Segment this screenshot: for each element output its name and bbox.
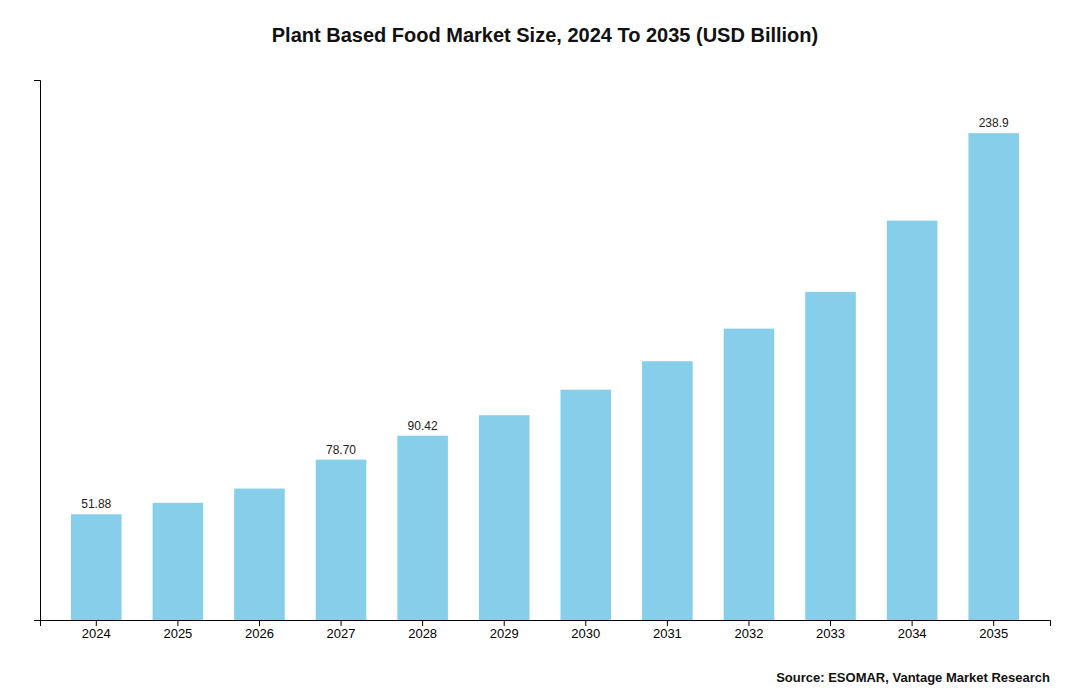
- data-labels: 51.88 78.70 90.42 238.9: [81, 116, 1009, 511]
- x-tick: 2028: [408, 620, 437, 641]
- x-tick-mark: [259, 620, 260, 626]
- x-tick-label: 2025: [163, 626, 192, 641]
- bars: [71, 133, 1019, 620]
- x-tick: 2034: [898, 620, 927, 641]
- bar: [153, 503, 204, 620]
- x-tick-mark: [177, 620, 178, 626]
- x-tick-label: 2029: [490, 626, 519, 641]
- bar: [642, 361, 693, 620]
- x-axis: 2024 2025 2026 2027 2028 2029 2030 2031 2032 2033…: [41, 620, 1051, 641]
- bar: [71, 514, 122, 620]
- x-tick-label: 2030: [571, 626, 600, 641]
- bar: [724, 329, 775, 620]
- x-tick-mark: [96, 620, 97, 626]
- bar: [561, 390, 612, 620]
- x-tick: 2026: [245, 620, 274, 641]
- chart-svg: 51.88 78.70 90.42 238.9 2024 2025 2026 2027 2028…: [0, 0, 1080, 700]
- plot-area: 51.88 78.70 90.42 238.9 2024 2025 2026 2027 2028…: [34, 81, 1051, 642]
- x-tick: 2027: [327, 620, 356, 641]
- x-tick-mark: [422, 620, 423, 626]
- x-tick-mark: [585, 620, 586, 626]
- chart-title: Plant Based Food Market Size, 2024 To 20…: [272, 24, 818, 46]
- bar: [316, 460, 367, 620]
- bar: [479, 415, 530, 620]
- x-axis-line: [41, 621, 1051, 627]
- x-tick-mark: [993, 620, 994, 626]
- x-tick-mark: [504, 620, 505, 626]
- x-tick-mark: [748, 620, 749, 626]
- bar: [968, 133, 1019, 620]
- x-tick: 2035: [979, 620, 1008, 641]
- x-tick-mark: [341, 620, 342, 626]
- data-label: 51.88: [81, 497, 111, 511]
- x-tick: 2033: [816, 620, 845, 641]
- y-axis-line: [34, 81, 41, 621]
- y-axis: [34, 81, 41, 621]
- x-tick-mark: [830, 620, 831, 626]
- x-tick-mark: [667, 620, 668, 626]
- bar: [397, 436, 448, 620]
- x-tick-label: 2031: [653, 626, 682, 641]
- x-tick: 2030: [571, 620, 600, 641]
- x-tick: 2032: [734, 620, 763, 641]
- data-label: 90.42: [408, 419, 438, 433]
- x-tick: 2025: [163, 620, 192, 641]
- x-tick-mark: [912, 620, 913, 626]
- x-tick-label: 2032: [734, 626, 763, 641]
- x-tick-label: 2028: [408, 626, 437, 641]
- data-label: 238.9: [979, 116, 1009, 130]
- x-tick-label: 2024: [82, 626, 111, 641]
- x-tick-label: 2033: [816, 626, 845, 641]
- x-tick-label: 2027: [327, 626, 356, 641]
- bar: [887, 221, 938, 620]
- source-note: Source: ESOMAR, Vantage Market Research: [776, 670, 1050, 685]
- x-tick: 2029: [490, 620, 519, 641]
- x-tick-label: 2026: [245, 626, 274, 641]
- bar: [805, 292, 856, 620]
- x-tick: 2031: [653, 620, 682, 641]
- x-tick: 2024: [82, 620, 111, 641]
- x-tick-label: 2035: [979, 626, 1008, 641]
- x-tick-label: 2034: [898, 626, 927, 641]
- bar: [234, 489, 285, 620]
- data-label: 78.70: [326, 443, 356, 457]
